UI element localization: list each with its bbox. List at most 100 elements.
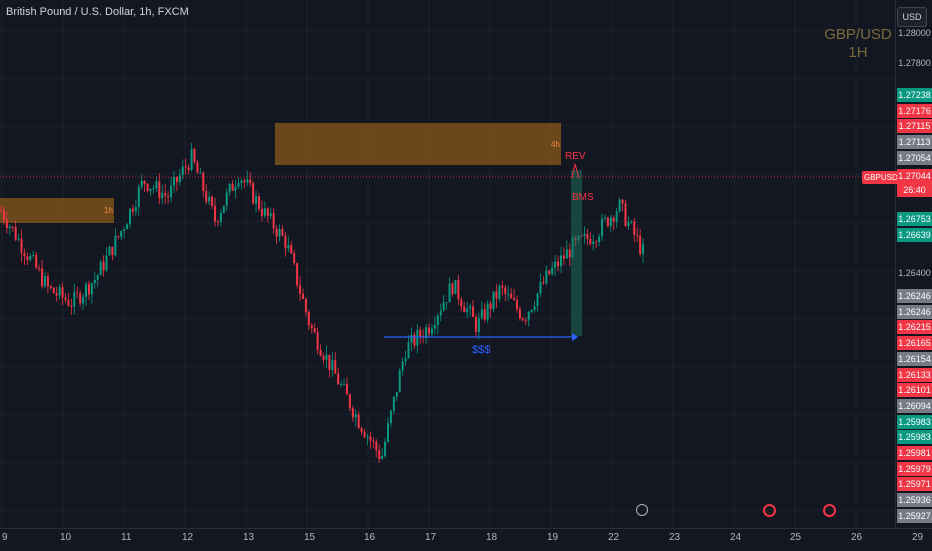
candle-body bbox=[507, 293, 510, 295]
candle-body bbox=[255, 196, 258, 204]
candle-body bbox=[469, 306, 472, 309]
candle-body bbox=[307, 312, 310, 326]
candle-body bbox=[55, 293, 58, 296]
candle-body bbox=[29, 255, 32, 260]
candle-body bbox=[533, 306, 536, 310]
candle-body bbox=[266, 208, 269, 217]
candle-body bbox=[439, 310, 442, 316]
currency-button[interactable]: USD bbox=[897, 7, 927, 27]
candle-body bbox=[416, 330, 419, 346]
candle-body bbox=[615, 211, 618, 222]
candle-body bbox=[451, 283, 454, 295]
candle-body bbox=[340, 384, 343, 386]
candle-body bbox=[304, 299, 307, 313]
demand-zone-1h bbox=[0, 198, 114, 223]
candle-body bbox=[480, 309, 483, 318]
price-level-label: 1.25971 bbox=[897, 477, 932, 492]
candle-body bbox=[460, 299, 463, 307]
candle-body bbox=[436, 315, 439, 326]
candle-body bbox=[354, 414, 357, 418]
us-flag-event-icon[interactable] bbox=[823, 504, 836, 517]
candle-body bbox=[568, 249, 571, 258]
candle-body bbox=[290, 245, 293, 254]
candle-body bbox=[11, 226, 14, 228]
candle-body bbox=[23, 252, 26, 257]
price-level-label: 1.27113 bbox=[897, 135, 932, 150]
candle-body bbox=[463, 306, 466, 313]
price-chart[interactable] bbox=[0, 0, 895, 528]
candle-body bbox=[49, 286, 52, 288]
candles bbox=[0, 142, 645, 463]
candle-body bbox=[158, 181, 161, 199]
candle-body bbox=[67, 300, 70, 306]
candle-body bbox=[199, 172, 202, 174]
candle-body bbox=[343, 383, 346, 385]
zone-1h-label: 1h bbox=[104, 206, 113, 215]
candle-body bbox=[325, 354, 328, 360]
candle-body bbox=[618, 199, 621, 212]
time-axis[interactable] bbox=[0, 528, 932, 551]
time-label: 19 bbox=[547, 532, 559, 543]
candle-body bbox=[82, 296, 85, 304]
candle-body bbox=[134, 207, 137, 212]
candle-body bbox=[85, 284, 88, 297]
candle-body bbox=[76, 292, 79, 294]
candle-body bbox=[219, 212, 222, 222]
candle-body bbox=[131, 208, 134, 212]
us-flag-event-icon[interactable] bbox=[763, 504, 776, 517]
candle-body bbox=[348, 394, 351, 409]
candle-body bbox=[510, 293, 513, 299]
candle-body bbox=[457, 279, 460, 300]
candle-body bbox=[260, 209, 263, 216]
candle-body bbox=[492, 291, 495, 310]
time-label: 16 bbox=[364, 532, 376, 543]
candle-body bbox=[636, 234, 639, 236]
price-level-label: 1.26639 bbox=[897, 227, 932, 242]
candle-body bbox=[381, 455, 384, 459]
candle-body bbox=[489, 303, 492, 310]
candle-body bbox=[557, 261, 560, 267]
candle-body bbox=[263, 208, 266, 216]
lightning-event-icon[interactable] bbox=[636, 504, 648, 516]
candle-body bbox=[504, 287, 507, 294]
candle-body bbox=[146, 183, 149, 191]
liquidity-label: $$$ bbox=[472, 344, 491, 356]
candle-body bbox=[187, 167, 190, 170]
candle-body bbox=[275, 228, 278, 237]
candle-body bbox=[369, 436, 372, 441]
time-label: 29 bbox=[912, 532, 924, 543]
candle-body bbox=[120, 230, 123, 237]
candle-body bbox=[545, 270, 548, 284]
candle-body bbox=[310, 325, 313, 329]
candle-body bbox=[102, 261, 105, 271]
price-level-label: 1.25979 bbox=[897, 461, 932, 476]
candle-body bbox=[0, 210, 2, 212]
candle-body bbox=[117, 235, 120, 237]
candle-body bbox=[114, 235, 117, 256]
candle-body bbox=[61, 287, 64, 298]
candle-body bbox=[222, 205, 225, 213]
candle-body bbox=[595, 241, 598, 243]
candle-body bbox=[123, 229, 126, 231]
candle-body bbox=[542, 282, 545, 284]
price-level-label: 1.26094 bbox=[897, 398, 932, 413]
candle-body bbox=[401, 361, 404, 371]
rev-label: REV bbox=[565, 151, 586, 162]
candle-body bbox=[111, 246, 114, 256]
candle-body bbox=[334, 360, 337, 374]
candle-body bbox=[58, 287, 61, 296]
candle-body bbox=[603, 217, 606, 219]
candle-body bbox=[243, 180, 246, 183]
candle-body bbox=[448, 283, 451, 303]
candle-body bbox=[404, 358, 407, 362]
candle-body bbox=[609, 217, 612, 227]
candle-body bbox=[184, 166, 187, 168]
candle-body bbox=[252, 182, 255, 204]
candle-body bbox=[319, 350, 322, 356]
candle-body bbox=[521, 318, 524, 321]
candle-body bbox=[284, 235, 287, 249]
candle-body bbox=[445, 302, 448, 304]
candle-body bbox=[562, 255, 565, 259]
candle-body bbox=[178, 175, 181, 183]
candle-body bbox=[190, 149, 193, 170]
